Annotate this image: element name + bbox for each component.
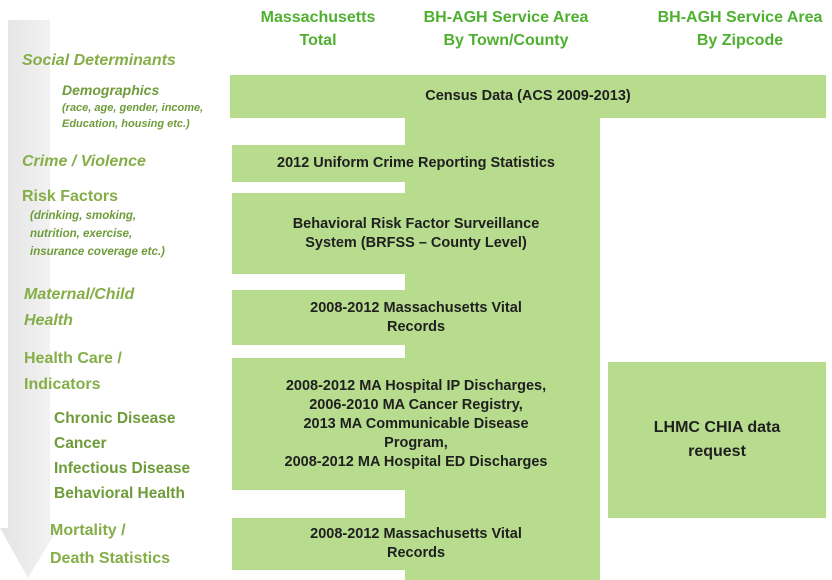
- box-line: 2008-2012 MA Hospital IP Discharges,: [285, 377, 547, 394]
- row-label: Risk Factors: [22, 188, 119, 205]
- source-box: 2008-2012 Massachusetts Vital Records: [232, 290, 600, 345]
- box-line: Census Data (ACS 2009-2013): [425, 88, 631, 104]
- box-line: 2012 Uniform Crime Reporting Statistics: [277, 155, 555, 171]
- box-line: Records: [386, 318, 446, 335]
- box-line: 2006-2010 MA Cancer Registry,: [309, 396, 523, 413]
- flow-arrow: [0, 20, 58, 578]
- box-line: 2008-2012 MA Hospital ED Discharges: [284, 453, 548, 470]
- source-box: 2012 Uniform Crime Reporting Statistics: [232, 145, 600, 182]
- row-label: Death Statistics: [50, 550, 171, 567]
- box-line: System (BRFSS – County Level): [305, 234, 527, 251]
- header-line: By Zipcode: [696, 32, 784, 49]
- row-label: Behavioral Health: [54, 485, 185, 502]
- box-line: 2008-2012 Massachusetts Vital: [310, 526, 522, 542]
- row-label: Demographics: [62, 82, 160, 98]
- source-box: 2008-2012 MA Hospital IP Discharges, 2006…: [232, 358, 600, 490]
- row-label: insurance coverage etc.): [30, 246, 165, 258]
- box-line: 2008-2012 Massachusetts Vital: [310, 299, 522, 316]
- header-line: Massachusetts: [260, 9, 376, 26]
- source-box: Census Data (ACS 2009-2013): [230, 75, 826, 118]
- box-line: Program,: [384, 434, 448, 451]
- box-line: Behavioral Risk Factor Surveillance: [292, 215, 540, 232]
- row-label: Mortality /: [50, 522, 126, 539]
- column-header: Massachusetts Total: [208, 6, 428, 52]
- row-label: Maternal/Child: [24, 286, 135, 303]
- column-header: BH-AGH Service Area By Town/County: [396, 6, 616, 52]
- row-label: (drinking, smoking,: [30, 210, 137, 222]
- row-label: Cancer: [54, 435, 107, 452]
- source-box: 2008-2012 Massachusetts Vital Records: [232, 518, 600, 570]
- row-label: Indicators: [24, 376, 101, 393]
- row-label: Education, housing etc.): [62, 118, 190, 130]
- box-line: request: [688, 443, 746, 460]
- row-label: Chronic Disease: [54, 410, 176, 427]
- header-line: BH-AGH Service Area: [657, 9, 823, 26]
- row-label: Social Determinants: [22, 52, 176, 69]
- box-line: LHMC CHIA data: [653, 419, 781, 436]
- box-line: Records: [386, 545, 446, 561]
- header-line: By Town/County: [443, 32, 569, 49]
- box-line: 2013 MA Communicable Disease: [303, 415, 529, 432]
- row-label: Infectious Disease: [54, 460, 191, 477]
- row-label: Crime / Violence: [22, 153, 146, 170]
- column-header: BH-AGH Service Area By Zipcode: [630, 6, 832, 52]
- row-label: Health Care /: [24, 350, 122, 367]
- row-label: nutrition, exercise,: [30, 228, 133, 240]
- header-line: Total: [299, 32, 337, 49]
- row-label: Health: [24, 312, 73, 329]
- header-line: BH-AGH Service Area: [423, 9, 589, 26]
- source-box: Behavioral Risk Factor Surveillance Syste…: [232, 193, 600, 274]
- row-label: (race, age, gender, income,: [62, 102, 204, 114]
- source-box: LHMC CHIA data request: [608, 362, 826, 518]
